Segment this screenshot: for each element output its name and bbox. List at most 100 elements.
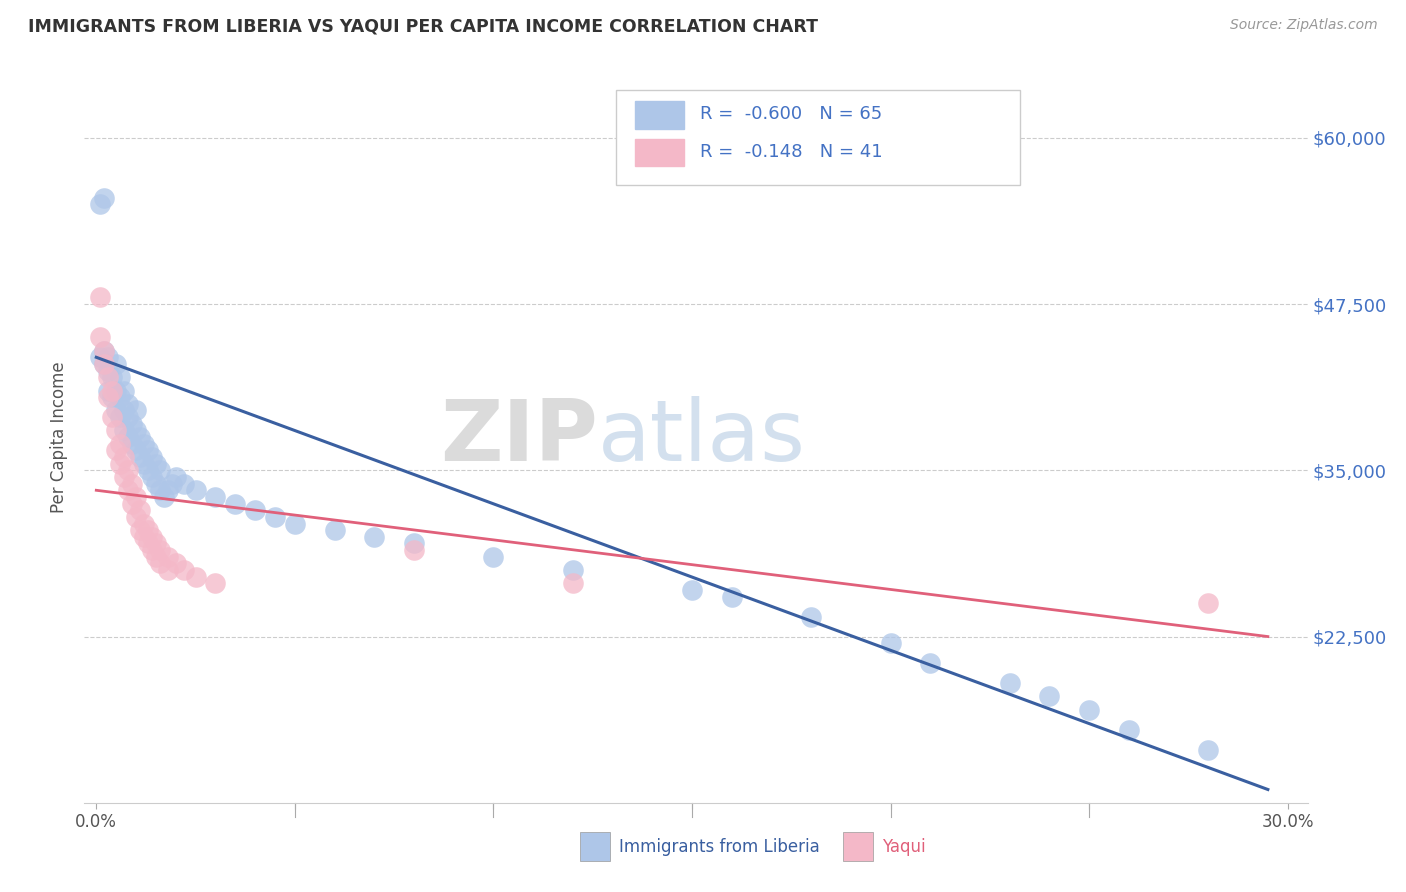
Point <box>93 357 115 371</box>
Point <box>125 424 148 438</box>
Point <box>108 370 131 384</box>
Point <box>800 609 823 624</box>
Point <box>93 343 115 358</box>
Point <box>93 191 115 205</box>
Point <box>112 424 135 438</box>
Text: IMMIGRANTS FROM LIBERIA VS YAQUI PER CAPITA INCOME CORRELATION CHART: IMMIGRANTS FROM LIBERIA VS YAQUI PER CAP… <box>28 18 818 36</box>
Point <box>141 530 163 544</box>
Point <box>160 476 183 491</box>
Point <box>132 516 155 531</box>
Point <box>97 384 120 398</box>
Point <box>117 483 139 498</box>
Point <box>149 543 172 558</box>
Point <box>97 390 120 404</box>
Point <box>141 450 163 464</box>
Point <box>879 636 901 650</box>
Point <box>112 384 135 398</box>
Point <box>149 463 172 477</box>
Point <box>108 410 131 425</box>
Point <box>101 384 124 398</box>
Point <box>108 457 131 471</box>
Point <box>89 330 111 344</box>
Point <box>105 424 128 438</box>
Point <box>681 582 703 597</box>
Point <box>129 523 152 537</box>
Point <box>561 563 583 577</box>
Point <box>720 590 742 604</box>
Bar <box>636 102 683 129</box>
Point <box>363 530 385 544</box>
Point <box>132 436 155 450</box>
Point <box>145 549 167 564</box>
Point <box>108 390 131 404</box>
Point <box>89 351 111 365</box>
Point <box>136 463 159 477</box>
FancyBboxPatch shape <box>616 90 1021 185</box>
Point <box>105 384 128 398</box>
Point <box>136 536 159 550</box>
Point <box>132 457 155 471</box>
Text: ZIP: ZIP <box>440 395 598 479</box>
Point <box>121 417 143 431</box>
Point <box>108 436 131 450</box>
Point <box>125 490 148 504</box>
Point <box>89 197 111 211</box>
Point <box>125 443 148 458</box>
Point <box>132 530 155 544</box>
Point <box>561 576 583 591</box>
Text: Source: ZipAtlas.com: Source: ZipAtlas.com <box>1230 18 1378 32</box>
Point <box>284 516 307 531</box>
Point <box>156 563 179 577</box>
Point <box>145 476 167 491</box>
Point <box>1078 703 1101 717</box>
Point <box>117 430 139 444</box>
Point <box>402 536 425 550</box>
Point <box>112 403 135 417</box>
Point <box>173 563 195 577</box>
Text: R =  -0.600   N = 65: R = -0.600 N = 65 <box>700 104 882 123</box>
Point <box>89 290 111 304</box>
Point <box>105 443 128 458</box>
Point <box>402 543 425 558</box>
Point <box>264 509 287 524</box>
Point <box>129 450 152 464</box>
Point <box>129 430 152 444</box>
Point <box>129 503 152 517</box>
Point <box>224 497 246 511</box>
Point <box>1197 742 1219 756</box>
Point <box>204 490 226 504</box>
Point <box>145 457 167 471</box>
Point <box>97 363 120 377</box>
Point <box>117 410 139 425</box>
Point <box>156 549 179 564</box>
Point <box>105 403 128 417</box>
Point <box>145 536 167 550</box>
Point <box>136 443 159 458</box>
Bar <box>636 138 683 167</box>
Bar <box>579 832 610 862</box>
Text: R =  -0.148   N = 41: R = -0.148 N = 41 <box>700 143 882 161</box>
Point <box>165 557 187 571</box>
Point <box>121 436 143 450</box>
Point <box>112 450 135 464</box>
Point <box>117 397 139 411</box>
Point <box>1118 723 1140 737</box>
Point <box>97 370 120 384</box>
Point <box>1038 690 1060 704</box>
Point <box>93 357 115 371</box>
Point <box>323 523 346 537</box>
Point <box>121 497 143 511</box>
Point <box>97 351 120 365</box>
Point <box>184 483 207 498</box>
Point <box>243 503 266 517</box>
Point <box>125 403 148 417</box>
Point <box>204 576 226 591</box>
Point <box>93 343 115 358</box>
Y-axis label: Per Capita Income: Per Capita Income <box>51 361 69 513</box>
Point <box>101 370 124 384</box>
Point <box>156 483 179 498</box>
Point <box>141 543 163 558</box>
Point <box>141 470 163 484</box>
Point <box>1197 596 1219 610</box>
Point <box>149 557 172 571</box>
